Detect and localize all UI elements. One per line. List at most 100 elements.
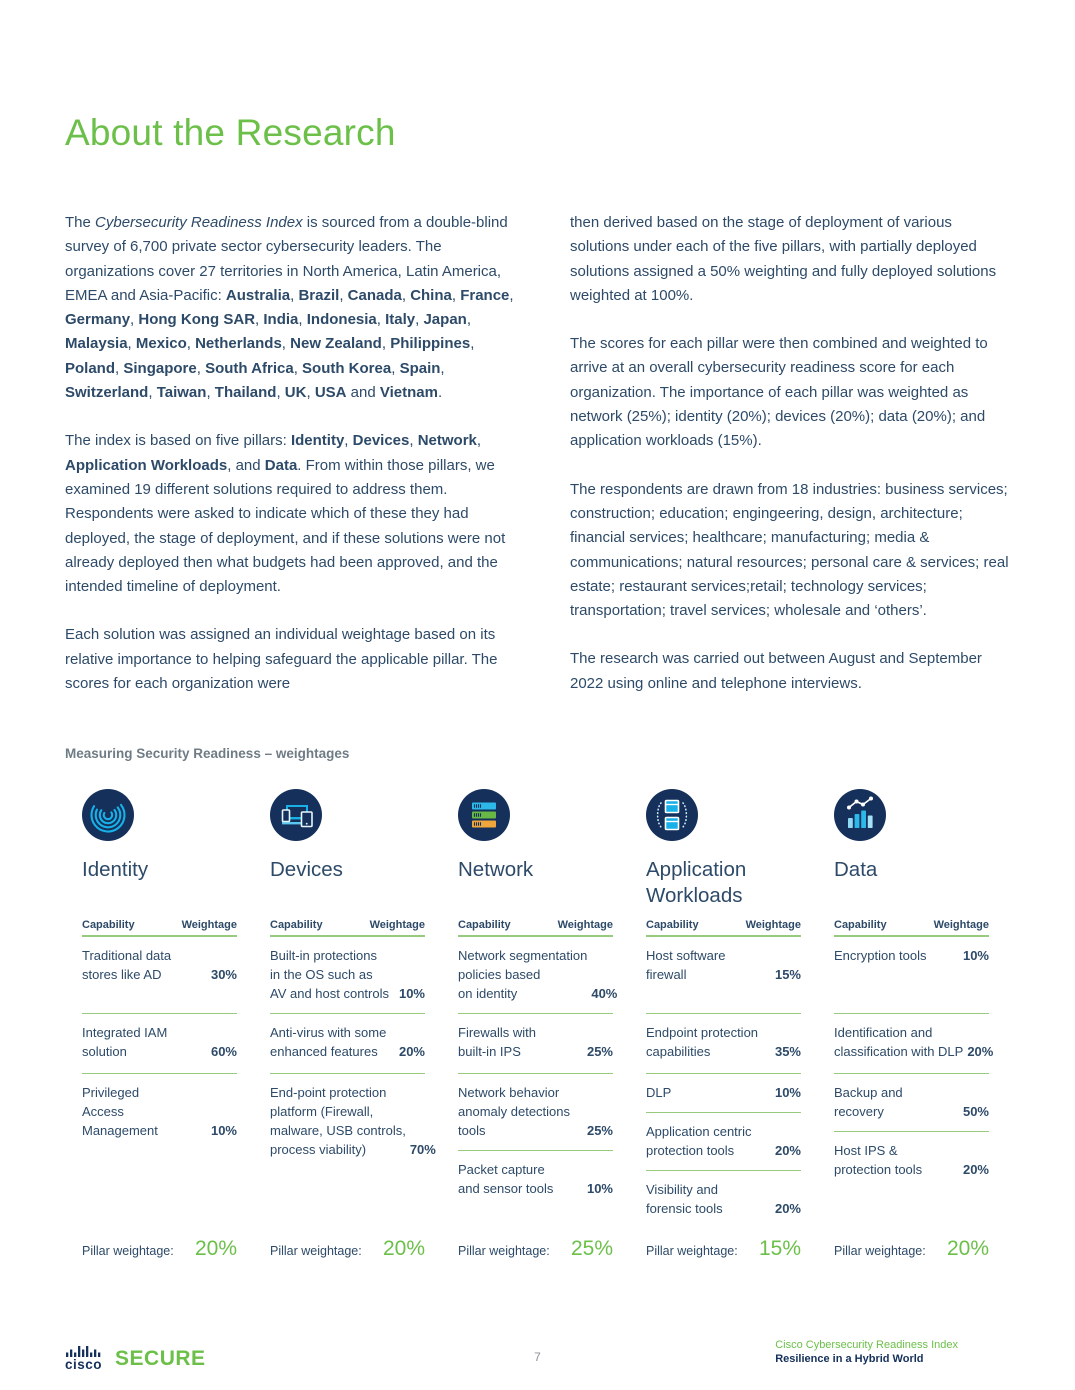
weightage-header: Weightage	[933, 919, 989, 932]
network-icon	[458, 789, 510, 842]
pillar-weightage-value: 25%	[570, 1237, 613, 1261]
application-workloads-icon	[646, 789, 698, 842]
pillars-grid: Identity Capability Weightage Traditiona…	[82, 789, 993, 1261]
paragraph: The scores for each pillar were then com…	[570, 335, 988, 450]
capability-label: Privileged Access Management	[82, 1085, 158, 1139]
weightage-value: 10%	[774, 1085, 801, 1101]
capability-rows: Traditional data stores like AD 30% Integ…	[82, 937, 237, 1150]
weightage-header: Weightage	[745, 919, 801, 932]
page-title: About the Research	[65, 112, 396, 153]
weightage-header: Weightage	[557, 919, 613, 932]
pillar-weightage: Pillar weightage: 25%	[458, 1237, 613, 1261]
capability-rows: Built-in protections in the OS such as AV …	[270, 937, 436, 1169]
capability-rows: Network segmentation policies based on ide…	[458, 937, 617, 1208]
table-row: Endpoint protection capabilities 35%	[646, 1013, 801, 1073]
weightage-value: 50%	[962, 1104, 989, 1120]
weightage-value: 10%	[962, 948, 989, 964]
capability-header: Capability	[458, 919, 511, 932]
capability-label: Backup and recovery	[834, 1085, 903, 1120]
secure-wordmark: SECURE	[115, 1347, 206, 1370]
table-header: Capability Weightage	[646, 919, 801, 938]
table-row: Host software firewall 15%	[646, 937, 801, 1013]
pillar-weightage: Pillar weightage: 20%	[82, 1237, 237, 1261]
table-row: Host IPS & protection tools 20%	[834, 1131, 989, 1189]
weightage-value: 20%	[962, 1162, 989, 1178]
weightage-value: 70%	[409, 1142, 436, 1158]
capability-label: Anti-virus with some enhanced features	[270, 1025, 387, 1060]
capability-label: Application centric protection tools	[646, 1124, 752, 1159]
weightage-value: 20%	[967, 1044, 994, 1060]
data-icon	[834, 789, 886, 842]
capability-header: Capability	[270, 919, 323, 932]
table-row: Network behavior anomaly detections tools …	[458, 1073, 613, 1150]
cisco-bars-icon	[65, 1346, 100, 1357]
paragraph: The index is based on five pillars: Iden…	[65, 432, 506, 596]
capability-header: Capability	[82, 919, 135, 932]
table-row: Anti-virus with some enhanced features 20…	[270, 1013, 425, 1073]
table-row: Packet capture and sensor tools 10%	[458, 1150, 613, 1208]
capability-label: Built-in protections in the OS such as AV …	[270, 948, 389, 1002]
page-footer: cisco SECURE 7 Cisco Cybersecurity Readi…	[65, 1330, 1010, 1372]
capability-label: Encryption tools	[834, 948, 927, 964]
pillar-weightage: Pillar weightage: 15%	[646, 1237, 801, 1261]
table-row: Built-in protections in the OS such as AV …	[270, 937, 425, 1013]
weightage-value: 10%	[398, 986, 425, 1002]
paragraph: The respondents are drawn from 18 indust…	[570, 480, 1009, 620]
pillar-application-workloads: Application Workloads Capability Weighta…	[646, 789, 801, 1261]
cisco-logo-icon: cisco	[65, 1345, 102, 1371]
table-header: Capability Weightage	[82, 919, 237, 938]
pillar-name: Network	[458, 858, 534, 882]
fingerprint-icon	[82, 789, 134, 842]
table-row: Network segmentation policies based on ide…	[458, 937, 617, 1013]
weightage-value: 10%	[586, 1181, 613, 1197]
capability-label: Endpoint protection capabilities	[646, 1025, 759, 1060]
weightage-value: 25%	[586, 1044, 613, 1060]
weightage-header: Weightage	[181, 919, 237, 932]
pillar-name: Application Workloads	[646, 858, 747, 908]
capability-label: Host software firewall	[646, 948, 726, 983]
pillar-name: Data	[834, 858, 878, 882]
capability-label: Packet capture and sensor tools	[458, 1162, 554, 1197]
capability-label: Host IPS & protection tools	[834, 1143, 923, 1178]
weightage-header: Weightage	[369, 919, 425, 932]
pillar-devices: Devices Capability Weightage Built-in pr…	[270, 789, 436, 1261]
table-row: Encryption tools 10%	[834, 937, 989, 1013]
section-heading: Measuring Security Readiness – weightage…	[65, 746, 350, 762]
weightage-value: 30%	[210, 967, 237, 983]
capability-rows: Encryption tools 10% Identification and c…	[834, 937, 993, 1189]
pillar-weightage-value: 20%	[946, 1237, 989, 1261]
pillar-weightage-label: Pillar weightage:	[834, 1244, 926, 1259]
capability-label: Integrated IAM solution	[82, 1025, 168, 1060]
intro-left-column: The Cybersecurity Readiness Index is sou…	[65, 211, 520, 720]
table-row: Application centric protection tools 20%	[646, 1112, 801, 1170]
pillar-weightage-label: Pillar weightage:	[82, 1244, 174, 1259]
report-subtitle: Resilience in a Hybrid World	[775, 1353, 924, 1365]
report-title-block: Cisco Cybersecurity Readiness Index Resi…	[775, 1338, 958, 1366]
table-row: End-point protection platform (Firewall, m…	[270, 1073, 436, 1169]
weightage-value: 40%	[591, 986, 618, 1002]
pillar-weightage: Pillar weightage: 20%	[270, 1237, 425, 1261]
pillar-name: Devices	[270, 858, 343, 882]
capability-label: Identification and classification with DL…	[834, 1025, 964, 1060]
capability-label: Traditional data stores like AD	[82, 948, 172, 983]
pillar-weightage-label: Pillar weightage:	[270, 1244, 362, 1259]
page-number: 7	[534, 1350, 541, 1364]
capability-label: DLP	[646, 1085, 672, 1101]
weightage-value: 20%	[774, 1143, 801, 1159]
capability-header: Capability	[646, 919, 699, 932]
pillar-weightage-value: 15%	[758, 1237, 801, 1261]
table-row: Backup and recovery 50%	[834, 1073, 989, 1131]
weightage-value: 20%	[398, 1044, 425, 1060]
capability-label: Network behavior anomaly detections tools	[458, 1085, 571, 1139]
pillar-weightage-value: 20%	[382, 1237, 425, 1261]
intro-right-column: then derived based on the stage of deplo…	[570, 211, 1010, 720]
intro-columns: The Cybersecurity Readiness Index is sou…	[65, 211, 1010, 720]
paragraph: then derived based on the stage of deplo…	[570, 214, 997, 304]
paragraph: The research was carried out between Aug…	[570, 650, 982, 692]
capability-label: Network segmentation policies based on ide…	[458, 948, 588, 1002]
paragraph: The Cybersecurity Readiness Index is sou…	[65, 214, 514, 402]
table-row: Integrated IAM solution 60%	[82, 1013, 237, 1073]
weightage-value: 25%	[586, 1123, 613, 1139]
paragraph: Each solution was assigned an individual…	[65, 626, 498, 693]
